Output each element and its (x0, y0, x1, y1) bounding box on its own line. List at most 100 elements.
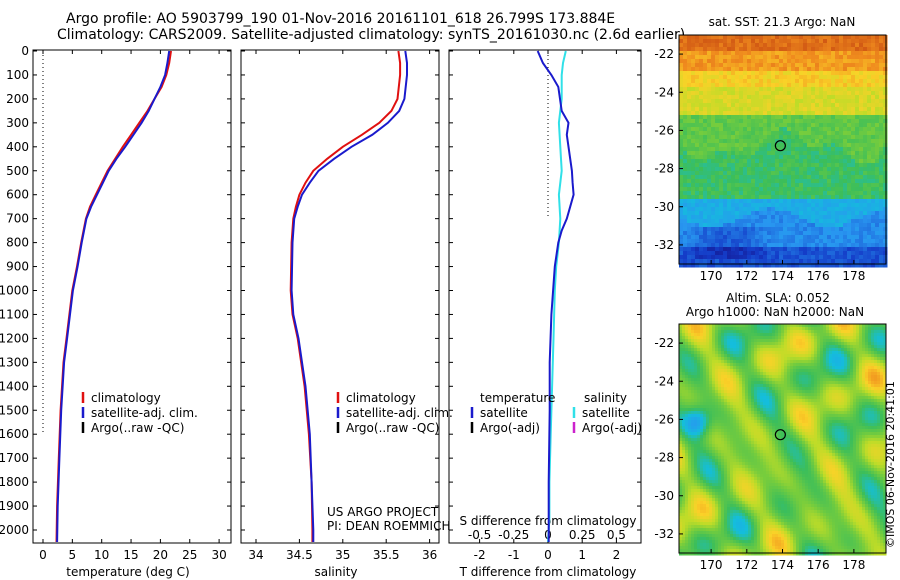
diff-xtick-label-0: 0 (544, 548, 552, 562)
temp-series-0 (55, 50, 172, 543)
imos-stamp: ©IMOS 06-Nov-2016 20:41:01 (884, 381, 897, 548)
diff-legend-left-1-label: Argo(-adj) (480, 421, 540, 435)
sst-map-xtick-label-174: 174 (771, 269, 794, 283)
sal-legend-2-label: Argo(..raw -QC) (346, 421, 439, 435)
temp-ytick-label-2000: 2000 (0, 523, 29, 537)
sla-map-xtick-label-174: 174 (771, 558, 794, 572)
pi-note: PI: DEAN ROEMMICH (327, 519, 451, 533)
temp-ytick-label-200: 200 (6, 92, 29, 106)
temp-ytick-label-300: 300 (6, 116, 29, 130)
temp-xtick-label-10: 10 (94, 548, 109, 562)
temp-legend-1-label: satellite-adj. clim. (91, 406, 198, 420)
sst-map-ytick-label--24: -24 (654, 85, 674, 99)
sla-map-ytick-label--30: -30 (654, 489, 674, 503)
temp-xtick-label-30: 30 (211, 548, 226, 562)
sal-xtick-label-35: 35 (335, 548, 350, 562)
temp-ytick-label-1400: 1400 (0, 379, 29, 393)
salinity-panel-frame (240, 49, 440, 544)
temp-ytick-label-100: 100 (6, 68, 29, 82)
sst-map-xtick-label-172: 172 (735, 269, 758, 283)
sst-map-ytick-label--28: -28 (654, 162, 674, 176)
temp-legend-2-label: Argo(..raw -QC) (91, 421, 184, 435)
temp-xlabel: temperature (deg C) (66, 565, 189, 579)
temperature-panel-frame (32, 49, 232, 544)
sst-map-xtick-label-176: 176 (807, 269, 830, 283)
sla-map-xtick-label-176: 176 (807, 558, 830, 572)
diff-series-salinity (547, 50, 567, 543)
temp-ytick-label-0: 0 (21, 44, 29, 58)
sla-map-xtick-label-172: 172 (735, 558, 758, 572)
temp-ytick-label-800: 800 (6, 236, 29, 250)
sst-map-argo-marker (774, 140, 786, 152)
temp-ytick-label-400: 400 (6, 140, 29, 154)
sal-series-1 (290, 50, 408, 542)
temp-ytick-label-500: 500 (6, 164, 29, 178)
diff-xtick-label-2: 2 (613, 548, 621, 562)
sal-legend-1-label: satellite-adj. clim. (346, 406, 453, 420)
sla-map-ytick-label--22: -22 (654, 336, 674, 350)
sst-map-ytick-label--22: -22 (654, 47, 674, 61)
diff-stick-label-0: -0.5 (468, 528, 491, 542)
sla-map-argo-marker (774, 429, 786, 441)
diff-xtick-label--2: -2 (474, 548, 486, 562)
temp-xtick-label-0: 0 (39, 548, 47, 562)
header-line1: Argo profile: AO 5903799_190 01-Nov-2016… (66, 11, 616, 27)
sla-map-title-2: Argo h1000: NaN h2000: NaN (686, 305, 864, 319)
sst-map-ytick-label--26: -26 (654, 123, 674, 137)
temp-ytick-label-1800: 1800 (0, 475, 29, 489)
sla-map-xtick-label-178: 178 (842, 558, 865, 572)
diff-legend-left-0-label: satellite (480, 406, 528, 420)
temp-ytick-label-1500: 1500 (0, 403, 29, 417)
temp-ytick-label-1700: 1700 (0, 451, 29, 465)
us-argo-note: US ARGO PROJECT (327, 505, 439, 519)
sla-map-ytick-label--32: -32 (654, 527, 674, 541)
sla-map-xtick-label-170: 170 (700, 558, 723, 572)
temp-ytick-label-1600: 1600 (0, 427, 29, 441)
diff-legend-left-title: temperature (480, 391, 555, 405)
temp-ytick-label-600: 600 (6, 188, 29, 202)
diff-legend-right-0-label: satellite (582, 406, 630, 420)
diff-stick-label-3: 0.25 (569, 528, 596, 542)
sal-xtick-label-34.5: 34.5 (286, 548, 313, 562)
temp-ytick-label-900: 900 (6, 260, 29, 274)
sst-map-xtick-label-170: 170 (700, 269, 723, 283)
diff-stick-label-4: 0.5 (607, 528, 626, 542)
temp-xtick-label-15: 15 (123, 548, 138, 562)
diff-xtick-label--1: -1 (508, 548, 520, 562)
sal-xtick-label-35.5: 35.5 (373, 548, 400, 562)
sla-map-ytick-label--26: -26 (654, 412, 674, 426)
difference-panel-frame (448, 49, 642, 544)
sst-map-field (679, 35, 888, 268)
sal-legend-0-label: climatology (346, 391, 416, 405)
sst-map-xtick-label-178: 178 (842, 269, 865, 283)
temp-ytick-label-1900: 1900 (0, 499, 29, 513)
temp-ytick-label-1100: 1100 (0, 307, 29, 321)
sal-xtick-label-36: 36 (422, 548, 437, 562)
sla-map-ytick-label--28: -28 (654, 451, 674, 465)
temp-xtick-label-25: 25 (182, 548, 197, 562)
diff-xtick-label-1: 1 (578, 548, 586, 562)
temp-ytick-label-700: 700 (6, 212, 29, 226)
diff-xlabel: T difference from climatology (459, 565, 637, 579)
sal-xtick-label-34: 34 (248, 548, 263, 562)
diff-series-temperature (536, 50, 575, 542)
diff-stick-label-1: -0.25 (498, 528, 529, 542)
temp-ytick-label-1300: 1300 (0, 355, 29, 369)
temp-xtick-label-5: 5 (69, 548, 77, 562)
diff-legend-right-1-label: Argo(-adj) (582, 421, 642, 435)
sla-map-ytick-label--24: -24 (654, 374, 674, 388)
temp-series-1 (56, 50, 171, 543)
header-line2: Climatology: CARS2009. Satellite-adjuste… (57, 27, 686, 43)
temp-xtick-label-20: 20 (153, 548, 168, 562)
temp-ytick-label-1200: 1200 (0, 331, 29, 345)
temp-legend-0-label: climatology (91, 391, 161, 405)
sst-map-ytick-label--32: -32 (654, 238, 674, 252)
temp-ytick-label-1000: 1000 (0, 284, 29, 298)
sal-series-0 (289, 50, 402, 542)
sst-map-ytick-label--30: -30 (654, 200, 674, 214)
sla-map-field (679, 324, 887, 556)
sal-xlabel: salinity (314, 565, 357, 579)
sst-map-title: sat. SST: 21.3 Argo: NaN (709, 15, 856, 29)
diff-legend-right-title: salinity (584, 391, 627, 405)
